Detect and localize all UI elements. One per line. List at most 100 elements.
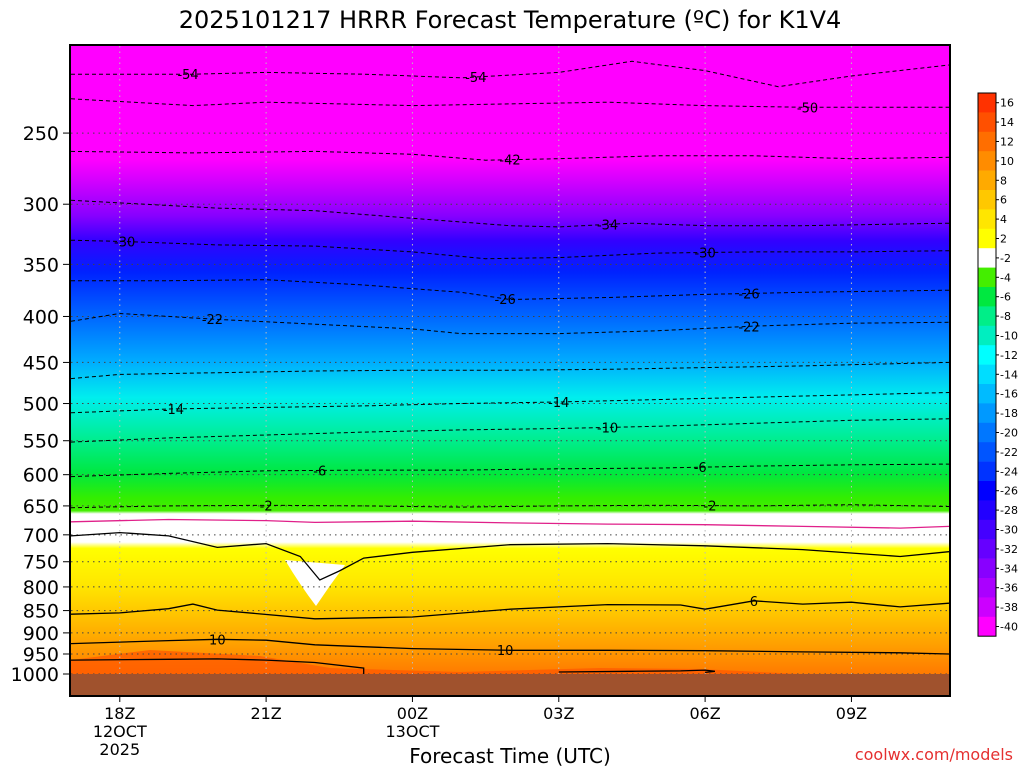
contour-label: -2 — [704, 500, 717, 515]
colorbar-label: -30 — [1000, 524, 1018, 537]
contour-line — [558, 669, 715, 674]
contour-label: -6 — [313, 464, 326, 479]
credit-text: coolwx.com/models — [855, 745, 1013, 764]
y-tick-label: 900 — [23, 623, 59, 645]
ground-below-surface — [71, 674, 949, 695]
contour-label: -34 — [597, 218, 618, 233]
x-tick-label: 2025 — [99, 740, 140, 759]
colorbar-frame — [977, 92, 997, 637]
colorbar-swatch — [978, 558, 996, 579]
y-tick-label: 550 — [23, 431, 59, 453]
colorbar-swatch — [978, 170, 996, 191]
colorbar-label: -6 — [1000, 291, 1011, 304]
colorbar-swatch — [978, 151, 996, 171]
contour-label: 10 — [209, 633, 226, 648]
colorbar-label: 8 — [1000, 174, 1007, 187]
y-tick-label: 650 — [23, 496, 59, 518]
contour-label: -22 — [202, 313, 223, 328]
colorbar-swatch — [978, 519, 996, 540]
contour-label: -54 — [465, 71, 486, 86]
contour-label: -2 — [260, 499, 273, 514]
y-tick-label: 950 — [23, 644, 59, 666]
y-tick-label: 850 — [23, 601, 59, 623]
contour-line — [71, 463, 949, 478]
x-tick-label: 09Z — [836, 704, 867, 723]
colorbar-label: 10 — [1000, 155, 1014, 168]
colorbar-swatch — [978, 287, 996, 307]
colorbar-label: -2 — [1000, 252, 1011, 265]
y-tick-label: 600 — [23, 465, 59, 487]
colorbar-label: -40 — [1000, 621, 1018, 634]
colorbar-swatch — [978, 403, 996, 424]
contour-line — [71, 150, 949, 161]
colorbar-label: 16 — [1000, 97, 1014, 110]
colorbar-label: -26 — [1000, 485, 1018, 498]
colorbar-swatch — [978, 131, 996, 152]
colorbar-swatch — [978, 578, 996, 598]
y-tick-label: 750 — [23, 552, 59, 574]
contour-label: -14 — [548, 396, 569, 411]
contour-line — [71, 418, 949, 443]
colorbar-swatch — [978, 597, 996, 618]
colorbar-label: -12 — [1000, 349, 1018, 362]
contour-line — [71, 600, 949, 620]
colorbar-label: -34 — [1000, 562, 1018, 575]
colorbar-label: -18 — [1000, 407, 1018, 420]
colorbar-label: 12 — [1000, 136, 1014, 149]
colorbar-legend: 16 14 12 10 8 6 4 2 -2 -4 -6 -8 -10 -12 -14 -16 -18 -20 -2… — [977, 92, 1018, 637]
colorbar-label: -14 — [1000, 368, 1018, 381]
contour-label: -50 — [797, 101, 818, 116]
colorbar-label: -22 — [1000, 446, 1018, 459]
contour-label: -54 — [177, 68, 198, 83]
colorbar-swatch — [978, 209, 996, 230]
colorbar-swatch — [978, 325, 996, 346]
contour-label: -42 — [499, 154, 520, 169]
colorbar-swatch — [978, 384, 996, 404]
contour-label: -30 — [114, 236, 135, 251]
colorbar-swatch — [978, 481, 996, 501]
plot-area: -54 -54-50-42-34-30-30-26 -26-22 -22-14 -14-… — [71, 46, 949, 674]
colorbar-label: -28 — [1000, 504, 1018, 517]
colorbar-swatch — [978, 345, 996, 365]
colorbar-label: 6 — [1000, 194, 1007, 207]
contour-line — [71, 638, 949, 655]
y-tick-label: 300 — [23, 194, 59, 216]
contour-label: -26 — [738, 287, 759, 302]
contour-line — [71, 199, 949, 228]
colorbar-label: -38 — [1000, 601, 1018, 614]
x-axis-label: Forecast Time (UTC) — [409, 744, 611, 768]
contour-label: 6 — [750, 595, 758, 610]
colorbar-label: -8 — [1000, 310, 1011, 323]
colorbar-label: 14 — [1000, 116, 1014, 129]
x-tick-label: 12OCT — [93, 722, 147, 741]
colorbar-swatch — [978, 539, 996, 559]
y-tick-label: 350 — [23, 254, 59, 276]
contour-label: 10 — [497, 644, 514, 659]
colorbar-swatch — [978, 422, 996, 443]
x-tick-label: 13OCT — [385, 722, 439, 741]
y-tick-label: 700 — [23, 525, 59, 547]
colorbar-swatch — [978, 500, 996, 521]
near-surface-warm-zone — [71, 650, 949, 674]
colorbar-swatch — [978, 93, 996, 113]
x-tick-label: 00Z — [397, 704, 428, 723]
contour-line — [71, 312, 949, 335]
colorbar-label: 2 — [1000, 233, 1007, 246]
contour-line — [71, 392, 949, 414]
y-tick-label: 500 — [23, 394, 59, 416]
colorbar-swatch — [978, 112, 996, 133]
colorbar-swatch — [978, 442, 996, 462]
colorbar-label: -16 — [1000, 388, 1018, 401]
colorbar-label: -10 — [1000, 330, 1018, 343]
y-axis: 2503003504004505005506006507007508008509… — [11, 123, 71, 686]
contour-label: -10 — [597, 421, 618, 436]
white-dip-region — [285, 560, 345, 606]
colorbar-label: -24 — [1000, 465, 1018, 478]
y-tick-label: 400 — [23, 306, 59, 328]
contour-line — [71, 518, 949, 529]
contour-lines: -54 -54-50-42-34-30-30-26 -26-22 -22-14 -14-… — [71, 60, 949, 674]
contour-line — [71, 239, 949, 260]
colorbar-swatch — [978, 248, 996, 268]
